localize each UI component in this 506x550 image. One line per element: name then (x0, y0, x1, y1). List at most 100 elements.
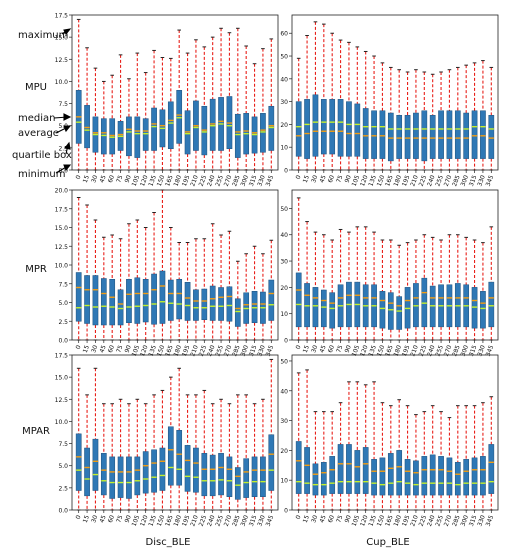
y-tick-label: 5.0 (58, 300, 68, 307)
y-tick-label: 40 (280, 76, 288, 83)
box-15 (304, 369, 310, 511)
box-165 (387, 239, 394, 341)
quartile-box (320, 289, 327, 328)
y-tick-label: 12.5 (55, 57, 69, 64)
box-210 (193, 39, 199, 171)
y-tick-label: 20.0 (55, 188, 69, 195)
quartile-box (151, 449, 157, 493)
x-tick-label: 105 (131, 174, 142, 187)
quartile-box (387, 112, 394, 162)
quartile-box (404, 459, 411, 496)
x-tick-label: 195 (181, 344, 192, 357)
quartile-box (134, 277, 141, 324)
x-tick-label: 345 (485, 514, 496, 527)
quartile-box (413, 460, 419, 496)
quartile-box (209, 98, 216, 151)
x-tick-label: 90 (124, 514, 133, 524)
quartile-box (404, 115, 411, 159)
x-tick-label: 105 (131, 344, 142, 357)
x-tick-label: 285 (231, 344, 242, 357)
x-tick-label: 300 (240, 514, 251, 527)
y-tick-label: 17.5 (55, 206, 69, 213)
x-tick-label: 135 (147, 344, 158, 357)
quartile-box (429, 454, 436, 496)
x-tick-label: 165 (164, 514, 175, 527)
x-tick-label: 30 (310, 174, 319, 184)
x-tick-label: 195 (401, 174, 412, 187)
x-tick-label: 15 (302, 344, 311, 354)
x-tick-label: 150 (376, 174, 387, 187)
quartile-box (109, 118, 116, 155)
x-tick-label: 75 (335, 174, 344, 184)
x-tick-label: 30 (90, 174, 99, 184)
quartile-box (421, 110, 428, 162)
quartile-box (337, 444, 344, 494)
x-tick-label: 210 (189, 514, 200, 527)
box-45 (320, 234, 327, 341)
x-tick-label: 195 (401, 514, 412, 527)
x-tick-label: 330 (476, 174, 487, 187)
x-tick-label: 195 (181, 174, 192, 187)
quartile-box (379, 110, 386, 159)
box-345 (268, 358, 275, 511)
x-tick-label: 105 (351, 174, 362, 187)
quartile-box (117, 456, 124, 498)
x-tick-label: 180 (393, 174, 404, 187)
x-tick-label: 285 (231, 174, 242, 187)
x-tick-label: 300 (460, 514, 471, 527)
box-255 (438, 239, 444, 341)
x-tick-label: 15 (82, 174, 91, 184)
box-240 (209, 36, 216, 171)
quartile-box (167, 279, 174, 321)
box-0 (295, 197, 302, 341)
y-tick-label: 7.5 (58, 101, 68, 108)
quartile-box (100, 118, 107, 155)
box-45 (100, 80, 107, 171)
box-285 (234, 27, 241, 171)
x-tick-label: 255 (214, 514, 225, 527)
annotation-minimum: minimum (18, 169, 65, 180)
x-tick-label: 330 (476, 344, 487, 357)
panel-mpar-disc-ble: 0.0 2.5 5.0 7.5 10.0 12.5 15.0 17.5 0 15 30 45 60 75 9… (55, 353, 279, 527)
box-285 (454, 234, 461, 341)
box-135 (371, 231, 377, 341)
y-tick-label: 17.5 (55, 353, 69, 360)
y-tick-label: 20 (280, 285, 288, 292)
quartile-box (268, 434, 275, 491)
box-135 (151, 49, 157, 171)
x-tick-label: 195 (181, 514, 192, 527)
box-30 (92, 219, 99, 341)
x-tick-label: 330 (256, 174, 267, 187)
quartile-box (84, 275, 90, 324)
y-tick-label: 20 (280, 448, 288, 455)
x-tick-label: 165 (164, 344, 175, 357)
x-tick-label: 75 (115, 174, 124, 184)
quartile-box (251, 456, 258, 497)
quartile-box (201, 288, 208, 320)
box-30 (312, 21, 319, 171)
box-285 (234, 260, 241, 341)
x-tick-label: 135 (147, 514, 158, 527)
box-0 (75, 197, 82, 341)
quartile-box (193, 289, 199, 321)
quartile-box (371, 459, 377, 496)
y-tick-label: 40 (280, 388, 288, 395)
quartile-box (463, 112, 470, 159)
x-tick-label: 75 (115, 344, 124, 354)
quartile-box (109, 456, 116, 499)
x-tick-label: 135 (367, 344, 378, 357)
x-tick-label: 75 (335, 344, 344, 354)
quartile-box (234, 113, 241, 158)
quartile-box (480, 291, 486, 329)
x-tick-label: 255 (434, 344, 445, 357)
x-tick-label: 180 (173, 174, 184, 187)
box-315 (251, 403, 258, 511)
quartile-box (126, 116, 132, 157)
quartile-box (488, 281, 495, 328)
box-270 (446, 234, 453, 341)
quartile-box (480, 110, 486, 159)
labels-layer: MPU MPR MPAR Disc_BLE Cup_BLE maximum me… (12, 28, 410, 548)
quartile-box (480, 456, 486, 496)
panels-layer: 0.02.55.07.510.012.515.017.50 15 30 45 60 75 9… (55, 13, 499, 527)
y-tick-label: 5.0 (58, 463, 68, 470)
